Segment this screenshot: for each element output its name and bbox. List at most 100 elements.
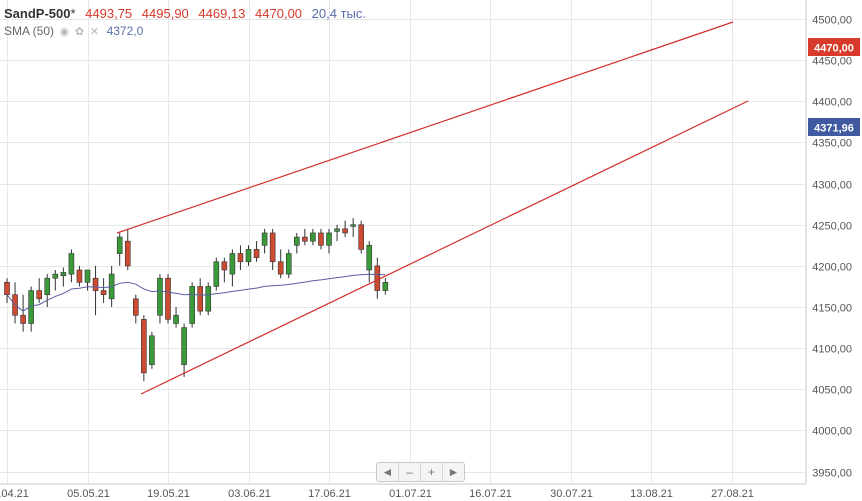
candle-down[interactable] [20, 314, 26, 324]
candle-down[interactable] [318, 232, 324, 246]
indicator-name[interactable]: SMA (50) [4, 24, 55, 38]
candle-up[interactable] [261, 232, 268, 246]
zoom-in-button[interactable]: + [421, 463, 443, 481]
candle-up[interactable] [326, 232, 332, 246]
last-price-tag: 4470,00 [808, 38, 860, 56]
candle-down[interactable] [253, 249, 260, 258]
y-tick-label: 4250,00 [812, 221, 852, 233]
candle-up[interactable] [52, 273, 59, 279]
candle-up[interactable] [84, 269, 91, 283]
y-axis[interactable]: 3950,00 4000,00 4050,00 4100,00 4150,00 4200,… [812, 15, 852, 480]
sma-line [6, 273, 386, 312]
open-value: 4493,75 [85, 6, 133, 21]
x-tick-label: 01.07.21 [389, 488, 432, 500]
candle-down[interactable] [269, 232, 276, 263]
plot-area [0, 0, 806, 484]
symbol-row: SandP-500* 4493,75 4495,90 4469,13 4470,… [4, 5, 366, 22]
y-tick-label: 4400,00 [812, 97, 852, 109]
candle-down[interactable] [197, 286, 203, 312]
close-icon[interactable]: ✕ [89, 26, 99, 38]
candle-down[interactable] [133, 298, 139, 316]
scroll-left-button[interactable]: ◄ [377, 463, 399, 481]
candle-up[interactable] [157, 277, 163, 316]
x-axis[interactable]: 21.04.21 05.05.21 19.05.21 03.06.21 17.06.21… [0, 488, 754, 500]
sma-value-tag-text: 4371,96 [814, 123, 854, 135]
high-value: 4495,90 [141, 6, 189, 21]
x-tick-label: 05.05.21 [67, 488, 110, 500]
candle-down[interactable] [76, 269, 83, 283]
close-value: 4470,00 [255, 6, 303, 21]
candle-up[interactable] [350, 224, 356, 227]
indicator-value: 4372,0 [106, 24, 144, 38]
grid-lines [0, 0, 806, 484]
last-price-tag-bg [808, 38, 860, 56]
zoom-toolbar: ◄ – + ► [376, 462, 465, 482]
y-tick-label: 4200,00 [812, 262, 852, 274]
x-tick-label: 03.06.21 [228, 488, 271, 500]
candle-up[interactable] [366, 244, 373, 271]
x-tick-label: 13.08.21 [630, 488, 673, 500]
y-tick-label: 4000,00 [812, 426, 852, 438]
y-tick-label: 3950,00 [812, 468, 852, 480]
x-tick-label: 17.06.21 [308, 488, 351, 500]
x-tick-label: 16.07.21 [469, 488, 512, 500]
candle-up[interactable] [245, 249, 252, 263]
candle-down[interactable] [165, 277, 171, 320]
candle-down[interactable] [237, 253, 244, 263]
candle-down[interactable] [36, 290, 43, 300]
y-tick-label: 4050,00 [812, 385, 852, 397]
y-tick-label: 4500,00 [812, 15, 852, 27]
y-tick-label: 4350,00 [812, 138, 852, 150]
y-tick-label: 4100,00 [812, 344, 852, 356]
x-tick-label: 19.05.21 [147, 488, 190, 500]
candle-down[interactable] [141, 319, 147, 374]
candle-down[interactable] [358, 224, 365, 250]
candle-up[interactable] [285, 253, 292, 275]
candle-down[interactable] [374, 265, 381, 291]
candle-down[interactable] [277, 261, 284, 275]
x-tick-label: 27.08.21 [711, 488, 754, 500]
candle-up[interactable] [149, 335, 155, 365]
x-tick-label: 30.07.21 [550, 488, 593, 500]
zoom-out-button[interactable]: – [399, 463, 421, 481]
candle-down[interactable] [221, 261, 228, 271]
candle-up[interactable] [310, 232, 316, 242]
channel-lower-line[interactable] [140, 100, 749, 395]
chart-legend: SandP-500* 4493,75 4495,90 4469,13 4470,… [4, 5, 366, 41]
last-price-tag-text: 4470,00 [814, 43, 854, 55]
y-tick-label: 4150,00 [812, 303, 852, 315]
candle-up[interactable] [181, 327, 187, 365]
sma-value-tag-bg [808, 118, 860, 136]
candle-up[interactable] [382, 282, 389, 291]
candle-up[interactable] [205, 286, 212, 312]
candle-up[interactable] [116, 236, 123, 254]
candle-up[interactable] [189, 286, 195, 324]
channel-upper-line[interactable] [116, 21, 734, 234]
candle-up[interactable] [334, 228, 340, 232]
candle-up[interactable] [60, 272, 67, 277]
candle-down[interactable] [342, 228, 348, 234]
candle-down[interactable] [124, 240, 131, 267]
candle-up[interactable] [68, 253, 75, 275]
volume-value: 20,4 тыс. [311, 6, 366, 21]
y-tick-label: 4300,00 [812, 180, 852, 192]
candle-down[interactable] [92, 277, 99, 291]
candle-up[interactable] [44, 277, 51, 295]
candle-up[interactable] [293, 236, 300, 246]
candle-up[interactable] [213, 261, 220, 287]
gear-icon[interactable]: ✿ [74, 26, 85, 38]
candle-down[interactable] [302, 236, 308, 242]
y-tick-label: 4450,00 [812, 56, 852, 68]
symbol-mark: * [70, 6, 76, 21]
scroll-right-button[interactable]: ► [447, 465, 460, 479]
candle-up[interactable] [173, 314, 179, 324]
x-tick-label: 21.04.21 [0, 488, 29, 500]
sma-value-tag: 4371,96 [808, 118, 860, 136]
eye-icon[interactable]: ◉ [59, 26, 70, 38]
candle-down[interactable] [4, 282, 10, 295]
candle-down[interactable] [100, 290, 107, 295]
symbol-name[interactable]: SandP-500 [4, 6, 71, 21]
candle-up[interactable] [229, 253, 236, 275]
indicator-row: SMA (50) ◉ ✿ ✕ 4372,0 [4, 22, 366, 41]
